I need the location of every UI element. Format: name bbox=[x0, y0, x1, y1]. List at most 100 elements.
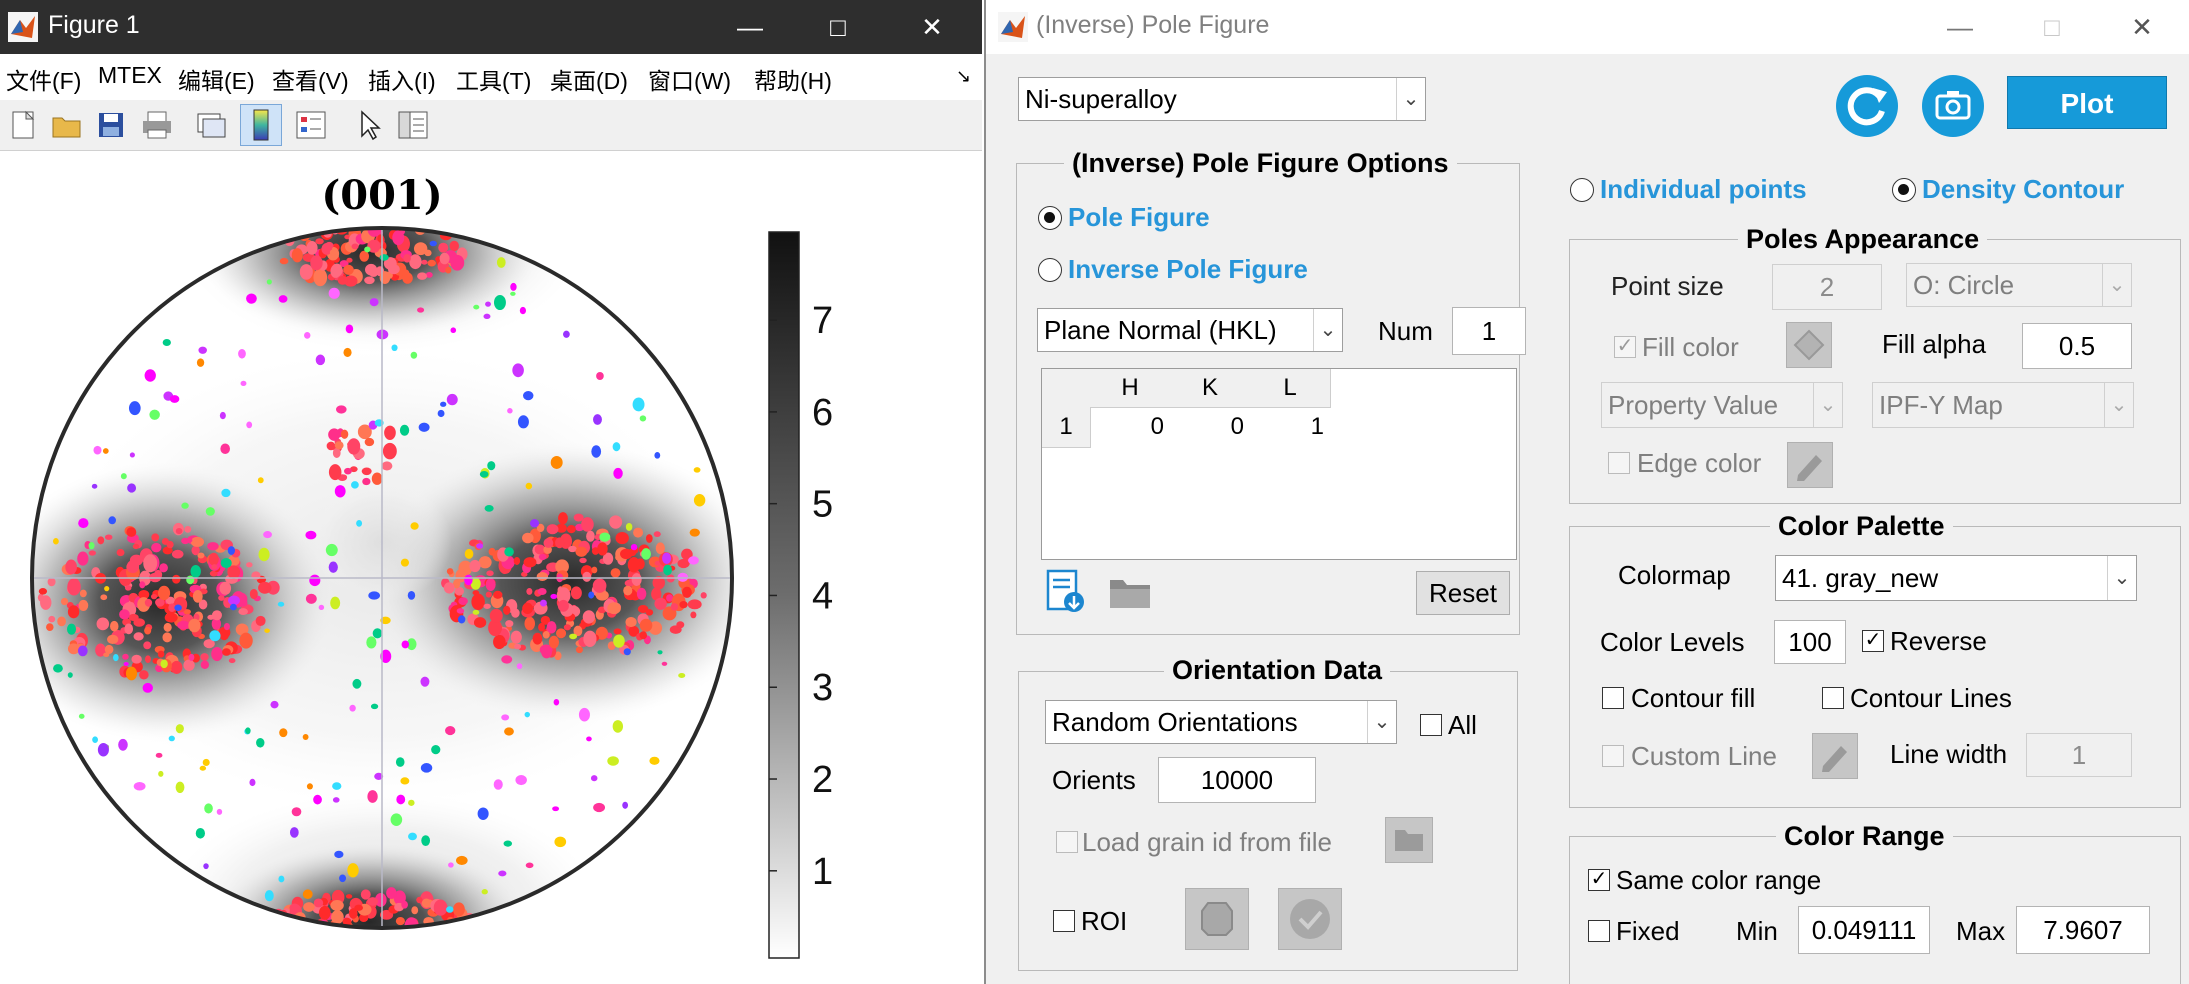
property-inspector-icon[interactable] bbox=[394, 106, 432, 144]
marker-select[interactable]: O: Circle ⌄ bbox=[1906, 263, 2132, 307]
all-checkbox[interactable] bbox=[1420, 714, 1442, 736]
load-grain-checkbox[interactable] bbox=[1056, 831, 1078, 853]
maximize-icon[interactable]: □ bbox=[2044, 12, 2060, 42]
fill-color-checkbox[interactable]: ✓ bbox=[1614, 336, 1636, 358]
orientation-point bbox=[104, 644, 114, 654]
roi-confirm-button[interactable] bbox=[1278, 888, 1342, 950]
orientation-point bbox=[688, 556, 699, 565]
import-file-icon[interactable] bbox=[1042, 568, 1088, 614]
min-input[interactable]: 0.049111 bbox=[1798, 906, 1930, 954]
new-file-icon[interactable] bbox=[4, 106, 42, 144]
pencil-icon bbox=[1797, 455, 1822, 481]
custom-line-checkbox[interactable] bbox=[1602, 745, 1624, 767]
roi-select-button[interactable] bbox=[1185, 888, 1249, 950]
orientation-point bbox=[536, 572, 549, 581]
colormap-select[interactable]: 41. gray_new ⌄ bbox=[1775, 555, 2137, 601]
inverse-pole-figure-radio[interactable] bbox=[1038, 258, 1062, 282]
color-map-select[interactable]: IPF-Y Map ⌄ bbox=[1872, 382, 2134, 428]
save-icon[interactable] bbox=[92, 106, 130, 144]
menu-edit[interactable]: 编辑(E) bbox=[178, 68, 255, 94]
menu-insert[interactable]: 插入(I) bbox=[368, 68, 436, 94]
reverse-checkbox[interactable]: ✓ bbox=[1862, 630, 1884, 652]
num-input[interactable]: 1 bbox=[1452, 307, 1526, 355]
point-size-input[interactable]: 2 bbox=[1772, 264, 1882, 310]
colorbar-toggle[interactable] bbox=[240, 104, 282, 146]
pole-figure-radio[interactable] bbox=[1038, 206, 1062, 230]
orientation-point bbox=[446, 393, 458, 406]
menu-file[interactable]: 文件(F) bbox=[6, 68, 82, 94]
table-header-l[interactable]: L bbox=[1250, 369, 1331, 408]
print-icon[interactable] bbox=[138, 106, 176, 144]
grain-folder-button[interactable] bbox=[1385, 817, 1433, 863]
colorbar-tick-label: 7 bbox=[812, 300, 833, 342]
orientation-point bbox=[493, 634, 506, 650]
orientation-source-select[interactable]: Random Orientations ⌄ bbox=[1045, 700, 1397, 744]
material-select[interactable]: Ni-superalloy ⌄ bbox=[1018, 77, 1426, 121]
maximize-icon[interactable]: □ bbox=[830, 12, 846, 42]
line-width-input[interactable]: 1 bbox=[2026, 733, 2132, 777]
orientation-point bbox=[219, 411, 226, 420]
minimize-icon[interactable]: — bbox=[737, 12, 763, 42]
orientation-point bbox=[457, 615, 466, 624]
individual-points-label[interactable]: Individual points bbox=[1600, 174, 1807, 204]
plot-button[interactable]: Plot bbox=[2007, 76, 2167, 129]
orientation-point bbox=[654, 560, 661, 566]
link-plot-icon[interactable] bbox=[192, 106, 230, 144]
orientation-point bbox=[408, 799, 415, 806]
reset-button[interactable]: Reset bbox=[1416, 571, 1510, 615]
fill-alpha-input[interactable]: 0.5 bbox=[2022, 323, 2132, 369]
edge-color-button[interactable] bbox=[1787, 442, 1833, 488]
table-header-h[interactable]: H bbox=[1090, 369, 1171, 408]
menu-mtex[interactable]: MTEX bbox=[98, 62, 162, 88]
table-cell-h[interactable]: 0 bbox=[1150, 413, 1164, 440]
menu-view[interactable]: 查看(V) bbox=[272, 68, 349, 94]
inverse-pole-figure-label[interactable]: Inverse Pole Figure bbox=[1068, 254, 1308, 284]
orientation-point bbox=[556, 628, 567, 639]
table-cell-l[interactable]: 1 bbox=[1310, 413, 1324, 440]
orients-input[interactable]: 10000 bbox=[1158, 757, 1316, 803]
density-contour-radio[interactable] bbox=[1892, 178, 1916, 202]
pointer-icon[interactable] bbox=[350, 106, 388, 144]
same-color-range-checkbox[interactable]: ✓ bbox=[1588, 869, 1610, 891]
edge-color-checkbox[interactable] bbox=[1608, 452, 1630, 474]
density-contour-label[interactable]: Density Contour bbox=[1922, 174, 2125, 204]
dock-arrow-icon[interactable]: ↘ bbox=[956, 66, 972, 86]
close-icon[interactable]: ✕ bbox=[921, 12, 943, 42]
camera-icon[interactable] bbox=[1921, 74, 1985, 138]
roi-checkbox[interactable] bbox=[1053, 910, 1075, 932]
open-folder-icon[interactable] bbox=[1108, 572, 1152, 612]
pole-figure-label[interactable]: Pole Figure bbox=[1068, 202, 1210, 232]
legend-icon[interactable] bbox=[292, 106, 330, 144]
hkl-table[interactable]: H K L 1 0 0 1 bbox=[1041, 368, 1517, 560]
menu-tools[interactable]: 工具(T) bbox=[456, 68, 532, 94]
fixed-checkbox[interactable] bbox=[1588, 920, 1610, 942]
open-folder-icon[interactable] bbox=[48, 106, 86, 144]
orientation-point bbox=[104, 585, 110, 592]
custom-line-color-button[interactable] bbox=[1812, 733, 1858, 779]
plane-type-select[interactable]: Plane Normal (HKL) ⌄ bbox=[1037, 308, 1343, 352]
fill-color-button[interactable] bbox=[1786, 322, 1832, 368]
property-select[interactable]: Property Value ⌄ bbox=[1601, 382, 1843, 428]
menu-window[interactable]: 窗口(W) bbox=[648, 68, 732, 94]
orientation-point bbox=[424, 249, 432, 257]
color-levels-input[interactable]: 100 bbox=[1774, 620, 1846, 664]
orientation-point bbox=[408, 832, 417, 841]
orientation-point bbox=[519, 306, 527, 315]
close-icon[interactable]: ✕ bbox=[2131, 12, 2153, 42]
table-cell-k[interactable]: 0 bbox=[1230, 413, 1244, 440]
menu-help[interactable]: 帮助(H) bbox=[754, 68, 832, 94]
orientation-point bbox=[421, 259, 428, 265]
pole-figure-dialog: (Inverse) Pole Figure — □ ✕ Ni-superallo… bbox=[984, 0, 2189, 984]
contour-fill-checkbox[interactable] bbox=[1602, 687, 1624, 709]
orientation-title: Orientation Data bbox=[1164, 655, 1391, 686]
checkmark-icon bbox=[1290, 899, 1330, 939]
menu-desktop[interactable]: 桌面(D) bbox=[550, 68, 628, 94]
max-input[interactable]: 7.9607 bbox=[2016, 906, 2150, 954]
minimize-icon[interactable]: — bbox=[1947, 12, 1973, 42]
individual-points-radio[interactable] bbox=[1570, 178, 1594, 202]
table-header-k[interactable]: K bbox=[1170, 369, 1251, 408]
orientation-point bbox=[416, 896, 423, 904]
contour-lines-checkbox[interactable] bbox=[1822, 687, 1844, 709]
refresh-icon[interactable] bbox=[1835, 74, 1899, 138]
orientation-point bbox=[279, 257, 289, 265]
